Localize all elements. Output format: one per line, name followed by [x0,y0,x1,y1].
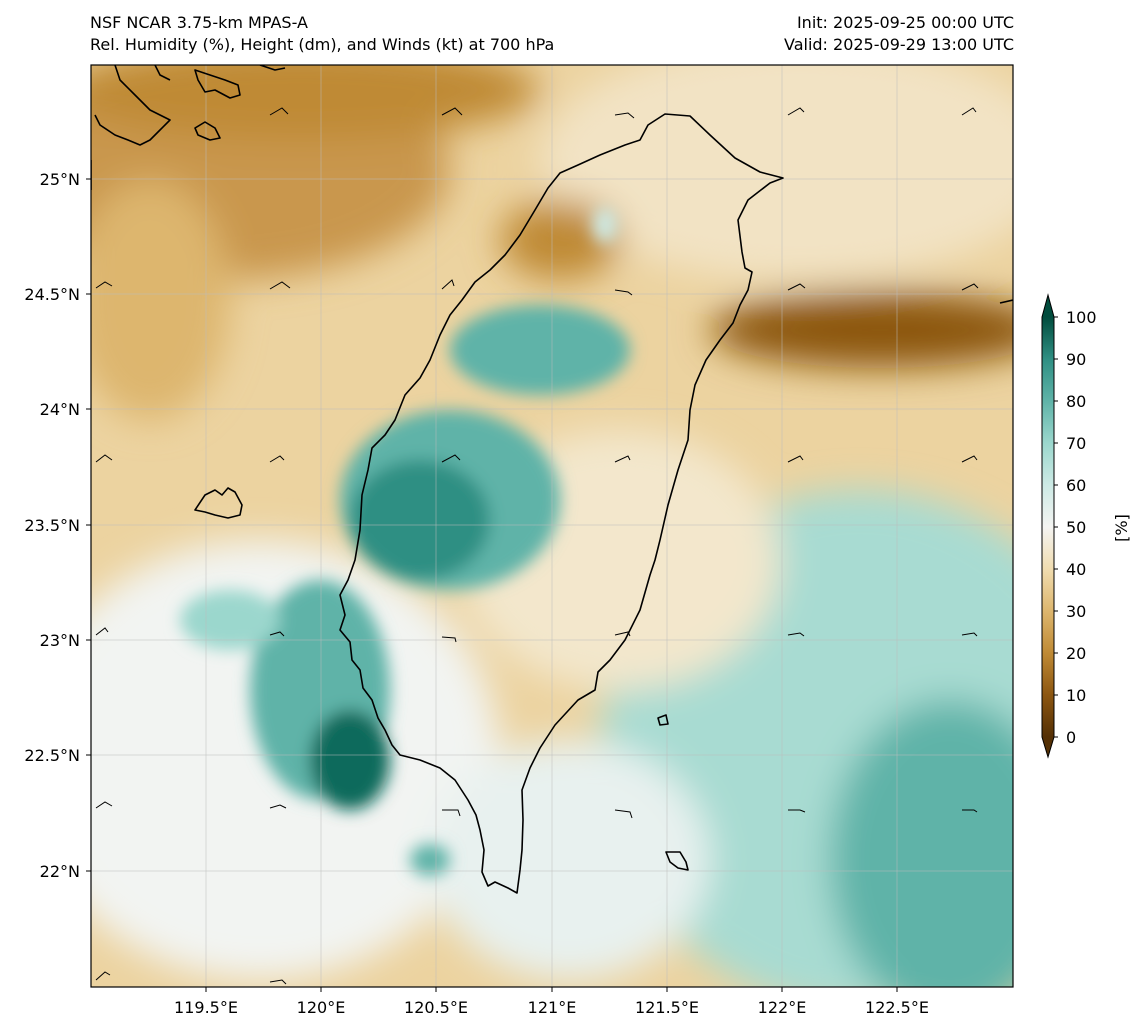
colorbar-tick-label: 20 [1066,644,1086,663]
lon-axis [205,987,898,992]
dry-region-north [91,65,540,140]
valid-time: Valid: 2025-09-29 13:00 UTC [783,35,1014,54]
wind-barb [269,631,285,637]
moist-region-south [430,740,710,980]
colorbar-tick-label: 90 [1066,350,1086,369]
wind-barb [614,112,635,119]
wind-barb [269,281,291,290]
lon-tick-label: 122°E [758,998,807,1017]
wind-barb [614,809,633,819]
wind-barb [961,107,977,116]
colorbar-tick-label: 100 [1066,308,1097,327]
wind-barb [95,801,113,809]
wind-barb [962,809,978,813]
lat-axis [86,178,91,872]
colorbar-tick-label: 70 [1066,434,1086,453]
colorbar-tick-label: 60 [1066,476,1086,495]
wind-barb [614,631,631,637]
title-left: NSF NCAR 3.75-km MPAS-A Rel. Humidity (%… [90,12,554,56]
title-right: Init: 2025-09-25 00:00 UTC Valid: 2025-0… [784,12,1014,56]
wind-barb [441,279,455,290]
lat-tick-label: 25°N [40,170,80,189]
plume-core-central [350,460,490,580]
ryukyu-coast [999,299,1013,304]
wind-barb [787,107,805,116]
wind-barb [441,636,457,643]
lon-tick-label: 120°E [297,998,346,1017]
wind-barb [787,455,804,463]
dry-streak-east [710,292,1013,368]
init-time: Init: 2025-09-25 00:00 UTC [796,13,1014,32]
plume-core-south [310,710,390,810]
orchid-island [665,851,689,871]
wind-barb [442,809,461,817]
colorbar-tick-label: 10 [1066,686,1086,705]
wind-barb [95,971,111,981]
colorbar-tick-label: 40 [1066,560,1086,579]
field-description: Rel. Humidity (%), Height (dm), and Wind… [90,35,555,54]
wind-barb [441,454,461,463]
wind-barbs [95,107,979,985]
lat-tick-label: 23°N [40,631,80,650]
wind-barb [787,283,806,291]
wind-barb [614,289,633,296]
moist-spot-north [593,207,617,243]
gridlines [91,65,1013,987]
wind-barb [269,979,287,985]
wind-barb [95,454,113,463]
wind-barb [269,107,289,116]
plume-west [180,590,280,650]
colorbar-gradient [1042,317,1054,737]
colorbar-extend-min [1042,737,1054,757]
lon-tick-label: 121.5°E [635,998,699,1017]
lon-tick-label: 120.5°E [404,998,468,1017]
moist-core-southeast [830,700,1013,987]
mainland-coast [91,65,286,190]
wind-barb [961,632,978,637]
lat-tick-label: 24°N [40,400,80,419]
colorbar-tick-label: 50 [1066,518,1086,537]
wind-barb [269,455,285,463]
lat-tick-label: 24.5°N [24,285,80,304]
lon-tick-label: 122.5°E [865,998,929,1017]
taiwan-coastline [339,113,784,894]
wind-barb [614,455,631,463]
wind-barb [441,107,463,116]
coastlines [91,65,1013,894]
wind-barb [788,809,806,813]
colorbar-tick-label: 80 [1066,392,1086,411]
colorbar-extend-max [1042,295,1054,317]
wind-barb [961,283,979,291]
lat-tick-label: 22°N [40,862,80,881]
green-island [657,714,669,726]
wind-barb [787,632,805,637]
dry-region-west [91,180,230,420]
wind-barb [269,804,287,809]
map-panel [91,65,1013,987]
wind-barb [95,281,113,289]
lat-tick-label: 23.5°N [24,516,80,535]
wind-barb [95,627,109,636]
penghu-island [194,487,243,519]
colorbar-label: [%] [1112,514,1131,542]
lat-tick-label: 22.5°N [24,746,80,765]
wind-barb [961,455,978,463]
moisture-plume [180,207,630,876]
lon-tick-label: 121°E [528,998,577,1017]
colorbar: 100 90 80 70 60 50 40 30 20 10 0 [%] [1041,293,1131,759]
lon-tick-label: 119.5°E [174,998,238,1017]
model-name: NSF NCAR 3.75-km MPAS-A [90,13,308,32]
colorbar-tick-label: 0 [1066,728,1076,747]
plume-north [450,305,630,395]
dry-region-north-island [500,200,620,280]
plume-south-spot [410,844,450,876]
colorbar-tick-label: 30 [1066,602,1086,621]
